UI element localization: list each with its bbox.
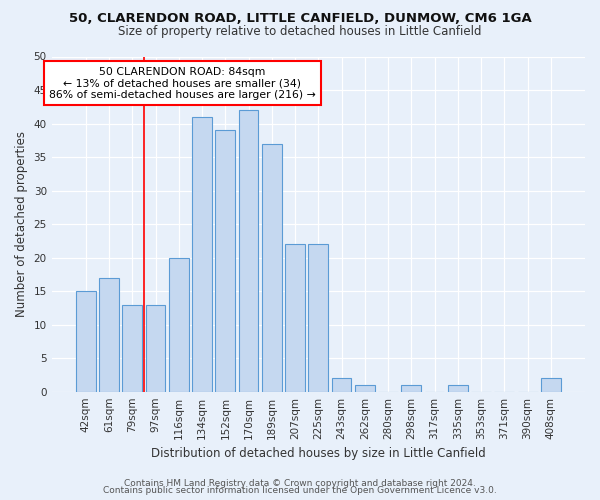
Bar xyxy=(332,378,352,392)
Text: Contains public sector information licensed under the Open Government Licence v3: Contains public sector information licen… xyxy=(103,486,497,495)
Bar xyxy=(262,144,282,392)
Text: Contains HM Land Registry data © Crown copyright and database right 2024.: Contains HM Land Registry data © Crown c… xyxy=(124,478,476,488)
Bar xyxy=(285,244,305,392)
Bar xyxy=(239,110,259,392)
Y-axis label: Number of detached properties: Number of detached properties xyxy=(15,131,28,317)
Bar xyxy=(192,117,212,392)
Bar xyxy=(215,130,235,392)
Bar xyxy=(401,385,421,392)
Text: 50, CLARENDON ROAD, LITTLE CANFIELD, DUNMOW, CM6 1GA: 50, CLARENDON ROAD, LITTLE CANFIELD, DUN… xyxy=(68,12,532,26)
Bar xyxy=(541,378,561,392)
Bar xyxy=(122,304,142,392)
Bar xyxy=(169,258,188,392)
X-axis label: Distribution of detached houses by size in Little Canfield: Distribution of detached houses by size … xyxy=(151,447,486,460)
Bar xyxy=(355,385,375,392)
Bar xyxy=(99,278,119,392)
Bar xyxy=(146,304,166,392)
Text: Size of property relative to detached houses in Little Canfield: Size of property relative to detached ho… xyxy=(118,24,482,38)
Bar xyxy=(76,291,95,392)
Bar xyxy=(308,244,328,392)
Bar xyxy=(448,385,468,392)
Text: 50 CLARENDON ROAD: 84sqm
← 13% of detached houses are smaller (34)
86% of semi-d: 50 CLARENDON ROAD: 84sqm ← 13% of detach… xyxy=(49,66,316,100)
